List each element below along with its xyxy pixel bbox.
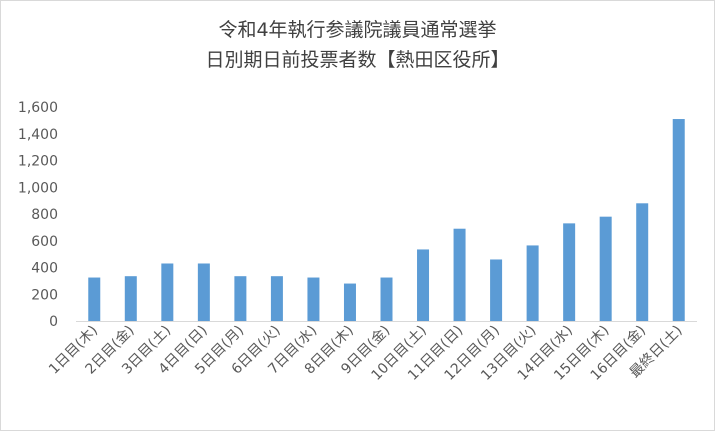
y-tick-label: 1,400	[18, 127, 58, 143]
y-tick-label: 400	[31, 261, 58, 277]
y-tick-label: 1,200	[18, 154, 58, 170]
bar	[124, 276, 137, 321]
y-tick-label: 800	[31, 207, 58, 223]
bar	[563, 223, 576, 321]
bar	[197, 263, 210, 321]
bar	[270, 276, 283, 321]
chart-title-line1: 令和4年執行参議院議員通常選挙	[218, 19, 497, 41]
bar	[234, 276, 247, 321]
y-tick-label: 200	[31, 287, 58, 303]
bar	[526, 245, 539, 321]
bar	[88, 277, 101, 321]
bar	[599, 216, 612, 321]
chart-title-line2: 日別期日前投票者数【熱田区役所】	[205, 49, 510, 71]
bar	[380, 277, 393, 321]
bar	[343, 283, 356, 321]
y-tick-label: 1,000	[18, 180, 58, 196]
y-axis: 0 200 400 600 800 1,000 1,200 1,400 1,600	[18, 100, 58, 330]
bar	[161, 263, 174, 321]
chart-title: 令和4年執行参議院議員通常選挙 日別期日前投票者数【熱田区役所】	[1, 15, 714, 75]
bar	[636, 203, 649, 321]
bar	[417, 249, 430, 321]
bar	[307, 277, 320, 321]
y-tick-label: 0	[49, 314, 58, 330]
bar	[672, 119, 685, 321]
x-axis: 1日目(木)2日目(金)3日目(土)4日目(日)5日目(月)6日目(火)7日目(…	[46, 321, 697, 384]
bars	[88, 119, 685, 321]
y-tick-label: 1,600	[18, 100, 58, 116]
y-tick-label: 600	[31, 234, 58, 250]
bar	[490, 259, 503, 321]
bar	[453, 228, 466, 321]
